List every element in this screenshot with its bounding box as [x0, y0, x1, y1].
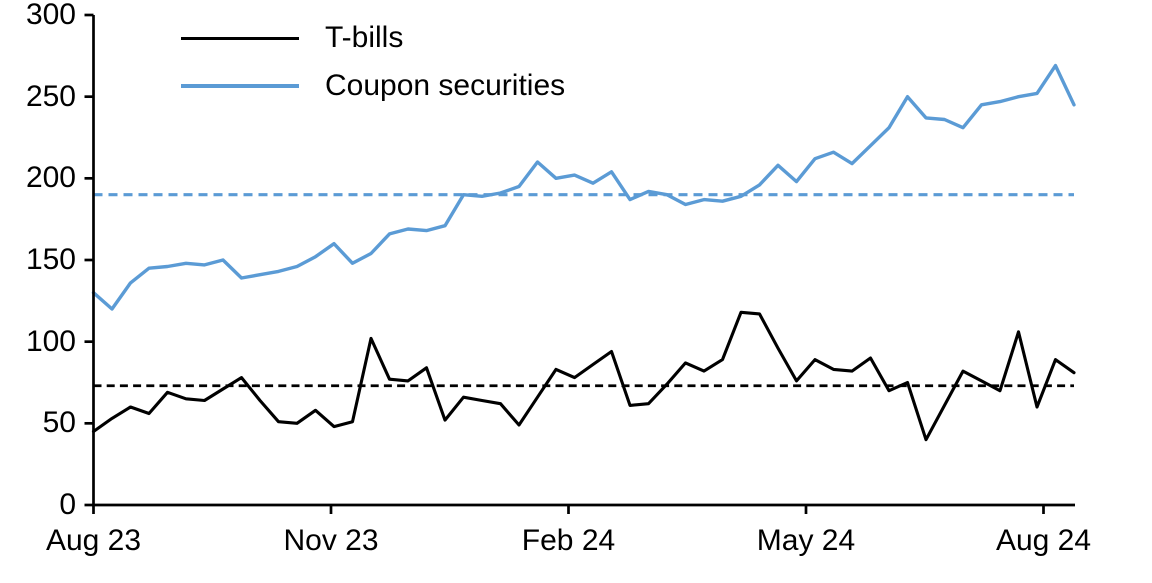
- t-bills-series-line: [91, 310, 1076, 442]
- legend-item-coupon-securities: Coupon securities: [181, 62, 565, 110]
- t-bills-legend-label: T-bills: [325, 21, 404, 54]
- t-bills-line-sample: [181, 36, 299, 40]
- coupon-securities-series-line: [91, 63, 1076, 311]
- legend-item-t-bills: T-bills: [181, 14, 565, 62]
- coupon-securities-legend-label: Coupon securities: [325, 69, 566, 102]
- legend: T-bills Coupon securities: [181, 14, 565, 110]
- coupon-securities-line-sample: [181, 84, 299, 88]
